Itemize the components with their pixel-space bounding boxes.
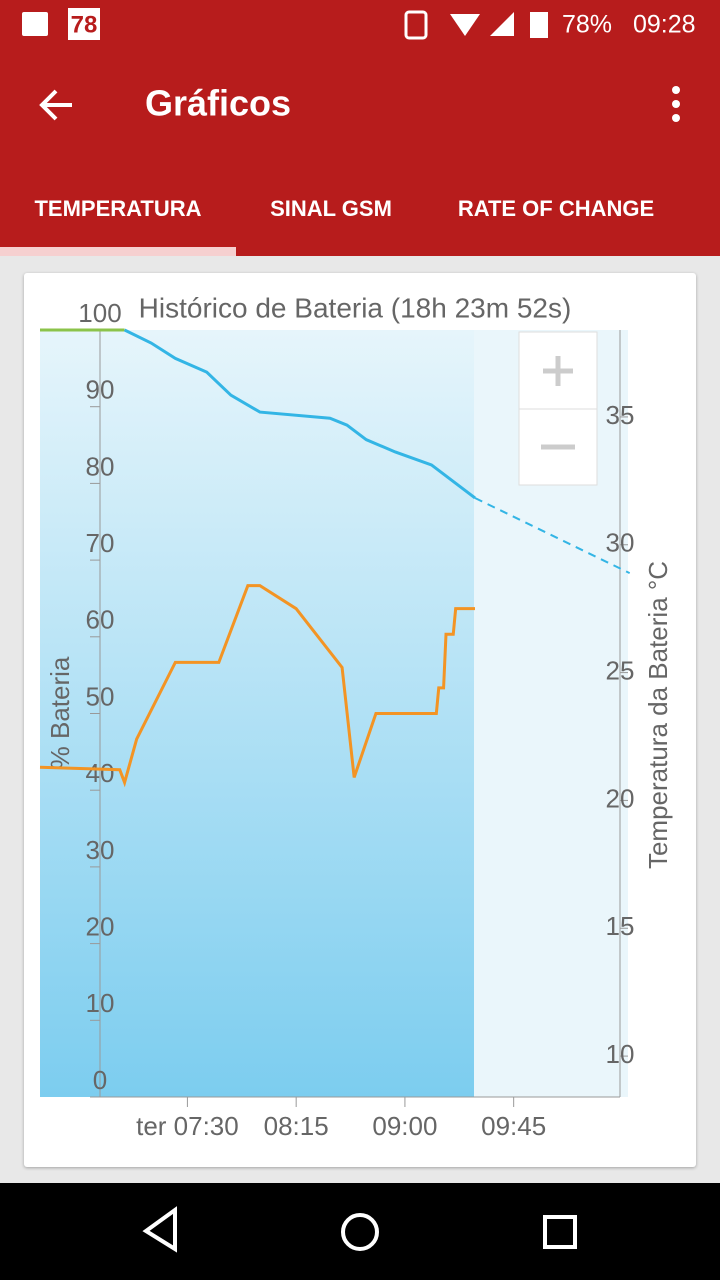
y-tick-label: 40 [86, 758, 115, 788]
y-tick-label: 90 [86, 375, 115, 405]
y2-tick-label: 20 [606, 783, 635, 813]
nav-home[interactable] [341, 1213, 379, 1251]
battery-icon [530, 12, 548, 38]
chart: Histórico de Bateria (18h 23m 52s) % Bat… [39, 292, 673, 1141]
battery-text: 78% [562, 11, 612, 39]
signal-icon [490, 12, 514, 36]
tab[interactable]: SINAL GSM [270, 196, 392, 221]
x-tick-label: 09:45 [481, 1111, 546, 1141]
header-svg: 78 78% 09:28 Gráficos TEMPERATURA SINAL … [0, 8, 696, 256]
wifi-icon [450, 14, 480, 36]
nav-bar [0, 1183, 720, 1280]
x-tick-label: 08:15 [264, 1111, 329, 1141]
x-tick-label: ter 07:30 [136, 1111, 239, 1141]
app-title: Gráficos [145, 83, 291, 124]
y2-tick-label: 30 [606, 528, 635, 558]
y-tick-label: 50 [86, 681, 115, 711]
y-tick-label: 70 [86, 528, 115, 558]
y-tick-label: 0 [93, 1065, 107, 1095]
y2-tick-label: 15 [606, 911, 635, 941]
y2-tick-label: 35 [606, 400, 635, 430]
nav-recent[interactable] [543, 1215, 577, 1249]
back-button[interactable] [39, 89, 72, 121]
series-line [123, 328, 476, 500]
tab[interactable]: RATE OF CHANGE [458, 196, 654, 221]
y-axis-label: % Bateria [45, 656, 75, 769]
gallery-icon [22, 12, 48, 36]
nav-back[interactable] [142, 1206, 177, 1253]
clock: 09:28 [633, 11, 696, 39]
series-line [39, 584, 475, 788]
tab[interactable]: TEMPERATURA [34, 196, 201, 221]
series-line [474, 497, 631, 575]
tab-indicator [0, 247, 236, 256]
y-tick-label: 100 [78, 298, 121, 328]
calendar-icon [68, 8, 100, 40]
y-tick-label: 80 [86, 451, 115, 481]
vibrate-icon [404, 10, 428, 40]
chart-title: Histórico de Bateria (18h 23m 52s) [139, 292, 572, 323]
y2-tick-label: 10 [606, 1039, 635, 1069]
header [0, 0, 720, 256]
y-tick-label: 30 [86, 835, 115, 865]
y2-tick-label: 25 [606, 655, 635, 685]
zoom-control [518, 331, 598, 486]
y-tick-label: 20 [86, 911, 115, 941]
x-tick-label: 09:00 [372, 1111, 437, 1141]
menu-button[interactable] [672, 86, 680, 122]
y-tick-label: 60 [86, 605, 115, 635]
zoom-in[interactable] [543, 356, 573, 386]
nav-icons [142, 1206, 577, 1253]
badge: 78 [71, 11, 98, 38]
y-tick-label: 10 [86, 988, 115, 1018]
y2-axis-label: Temperatura da Bateria °C [643, 561, 673, 869]
